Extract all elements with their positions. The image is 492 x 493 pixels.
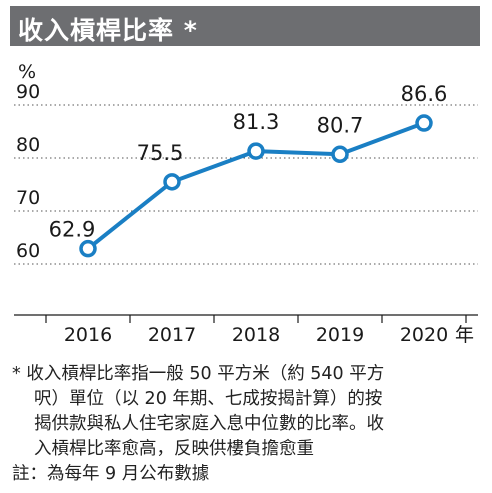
footnote-note: 註：為每年 9 月公布數據 [12, 464, 210, 484]
title-bar: 收入槓桿比率 * [10, 6, 480, 46]
y-tick-label: 60 [16, 240, 40, 262]
data-labels: 62.9 75.5 81.3 80.7 86.6 [49, 82, 448, 242]
y-axis-unit: % [18, 61, 36, 83]
data-point [331, 145, 349, 164]
data-point [79, 239, 97, 258]
y-tick-labels: 60 70 80 90 [16, 81, 40, 262]
data-label: 80.7 [317, 113, 364, 137]
x-tick-label: 2018 [232, 324, 280, 346]
x-tick-label: 2017 [148, 324, 196, 346]
data-label: 75.5 [137, 141, 184, 165]
series-markers [79, 114, 433, 258]
y-tick-label: 70 [16, 187, 40, 209]
chart-title: 收入槓桿比率 * [18, 16, 198, 45]
footnote: * 收入槓桿比率指一般 50 平方米（約 540 平方 呎）單位（以 20 年期… [12, 362, 478, 487]
data-label: 81.3 [233, 110, 280, 134]
y-tick-label: 90 [16, 81, 40, 103]
footnote-line: 入槓桿比率愈高，反映供樓負擔愈重 [34, 439, 314, 459]
data-point [247, 142, 265, 160]
data-label: 62.9 [49, 218, 96, 242]
x-axis-unit: 年 [455, 324, 474, 346]
x-tick-marks [45, 315, 467, 323]
footnote-line: 呎）單位（以 20 年期、七成按揭計算）的按 [34, 389, 383, 409]
x-tick-labels: 2016 2017 2018 2019 2020 [64, 324, 448, 346]
y-tick-label: 80 [16, 134, 40, 156]
footnote-line: 揭供款與私人住宅家庭入息中位數的比率。收 [34, 414, 384, 434]
gridlines [14, 104, 478, 265]
data-label: 86.6 [401, 82, 448, 106]
data-point [415, 114, 433, 132]
footnote-line: * 收入槓桿比率指一般 50 平方米（約 540 平方 [12, 364, 385, 384]
x-tick-label: 2016 [64, 324, 112, 346]
data-point [163, 173, 181, 191]
x-tick-label: 2019 [316, 324, 364, 346]
x-tick-label: 2020 [400, 324, 448, 346]
line-chart: % 60 70 80 90 2016 2017 2018 2019 2020 年 62.9 75… [14, 61, 478, 346]
